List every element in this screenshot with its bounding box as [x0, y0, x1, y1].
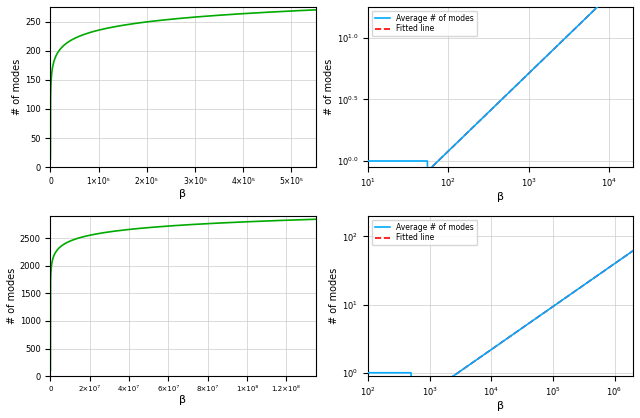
Average # of modes: [624, 252, 632, 257]
Average # of modes: [394, 158, 402, 163]
Average # of modes: [596, 272, 604, 277]
Legend: Average # of modes, Fitted line: Average # of modes, Fitted line: [372, 11, 477, 36]
Fitted line: [510, 85, 518, 90]
Average # of modes: [394, 370, 402, 375]
Fitted line: [401, 407, 409, 412]
Average # of modes: [629, 248, 637, 253]
X-axis label: β: β: [497, 401, 504, 411]
Fitted line: [424, 391, 432, 396]
Line: Average # of modes: Average # of modes: [368, 251, 633, 405]
Average # of modes: [410, 401, 418, 406]
Fitted line: [416, 176, 424, 181]
Line: Fitted line: Fitted line: [420, 0, 633, 179]
Line: Fitted line: Fitted line: [405, 251, 633, 410]
X-axis label: β: β: [179, 189, 186, 199]
Y-axis label: # of modes: # of modes: [12, 59, 22, 115]
X-axis label: β: β: [179, 395, 186, 405]
Y-axis label: # of modes: # of modes: [330, 268, 339, 324]
Fitted line: [438, 155, 445, 160]
Y-axis label: # of modes: # of modes: [324, 59, 334, 115]
Average # of modes: [364, 158, 372, 163]
Average # of modes: [424, 169, 431, 174]
Fitted line: [558, 298, 566, 303]
Average # of modes: [596, 3, 604, 8]
Y-axis label: # of modes: # of modes: [7, 268, 17, 324]
Fitted line: [586, 12, 594, 17]
Fitted line: [579, 283, 587, 288]
Fitted line: [629, 248, 637, 253]
Average # of modes: [466, 128, 474, 133]
Fitted line: [502, 337, 509, 342]
X-axis label: β: β: [497, 192, 504, 202]
Fitted line: [583, 280, 591, 285]
Fitted line: [502, 93, 510, 98]
Average # of modes: [477, 354, 485, 359]
Average # of modes: [364, 370, 372, 375]
Legend: Average # of modes, Fitted line: Average # of modes, Fitted line: [372, 220, 477, 245]
Average # of modes: [466, 362, 474, 367]
Average # of modes: [477, 117, 485, 122]
Fitted line: [493, 343, 501, 348]
Average # of modes: [407, 403, 415, 408]
Fitted line: [582, 15, 590, 20]
Fitted line: [563, 35, 570, 40]
Average # of modes: [410, 158, 418, 163]
Line: Average # of modes: Average # of modes: [368, 0, 633, 171]
